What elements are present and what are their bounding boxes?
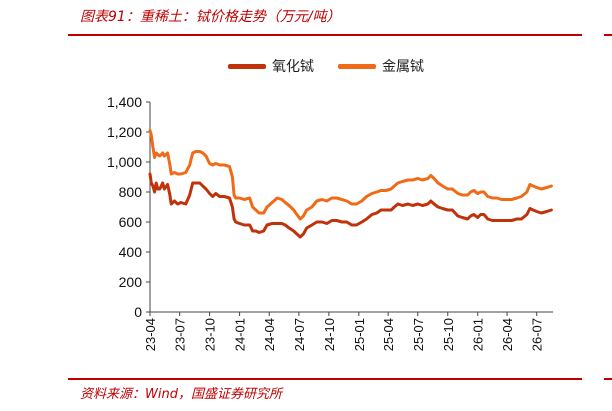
legend-item-oxide: 氧化铽 — [228, 56, 314, 76]
x-tick-label: 26-01 — [471, 318, 486, 351]
x-tick-label: 23-07 — [173, 318, 188, 351]
source-note: 资料来源：Wind，国盛证券研究所 — [80, 387, 282, 402]
top-rule-tail — [604, 34, 612, 36]
x-tick-label: 25-04 — [381, 318, 396, 351]
bottom-rule-tail — [604, 378, 612, 380]
y-tick-label: 600 — [119, 214, 143, 230]
legend-label-oxide: 氧化铽 — [272, 59, 314, 75]
x-tick-label: 24-01 — [233, 318, 248, 351]
x-tick-label: 25-07 — [411, 318, 426, 351]
x-tick-label: 24-10 — [322, 318, 337, 351]
y-tick-label: 1,400 — [107, 94, 142, 110]
x-tick-label: 23-04 — [143, 318, 158, 351]
legend-item-metal: 金属铽 — [338, 56, 424, 76]
y-tick-label: 0 — [134, 304, 142, 320]
legend-label-metal: 金属铽 — [382, 59, 424, 75]
legend-swatch-oxide — [228, 63, 266, 69]
x-tick-label: 25-10 — [441, 318, 456, 351]
x-tick-label: 26-07 — [530, 318, 545, 351]
y-tick-label: 800 — [119, 184, 143, 200]
x-tick-label: 26-04 — [500, 318, 515, 351]
y-tick-label: 200 — [119, 274, 143, 290]
top-rule — [68, 34, 582, 36]
series-line-oxide — [148, 172, 553, 239]
chart-title: 图表91：重稀土：铽价格走势（万元/吨） — [80, 9, 341, 25]
y-tick-label: 400 — [119, 244, 143, 260]
legend-swatch-metal — [338, 63, 376, 69]
series-line-metal — [148, 129, 553, 221]
x-tick-label: 24-04 — [262, 318, 277, 351]
x-tick-label: 23-10 — [203, 318, 218, 351]
y-tick-label: 1,000 — [107, 154, 142, 170]
y-tick-label: 1,200 — [107, 124, 142, 140]
bottom-rule — [68, 378, 582, 380]
x-tick-label: 25-01 — [352, 318, 367, 351]
x-tick-label: 24-07 — [292, 318, 307, 351]
chart-legend: 氧化铽 金属铽 — [0, 56, 612, 76]
